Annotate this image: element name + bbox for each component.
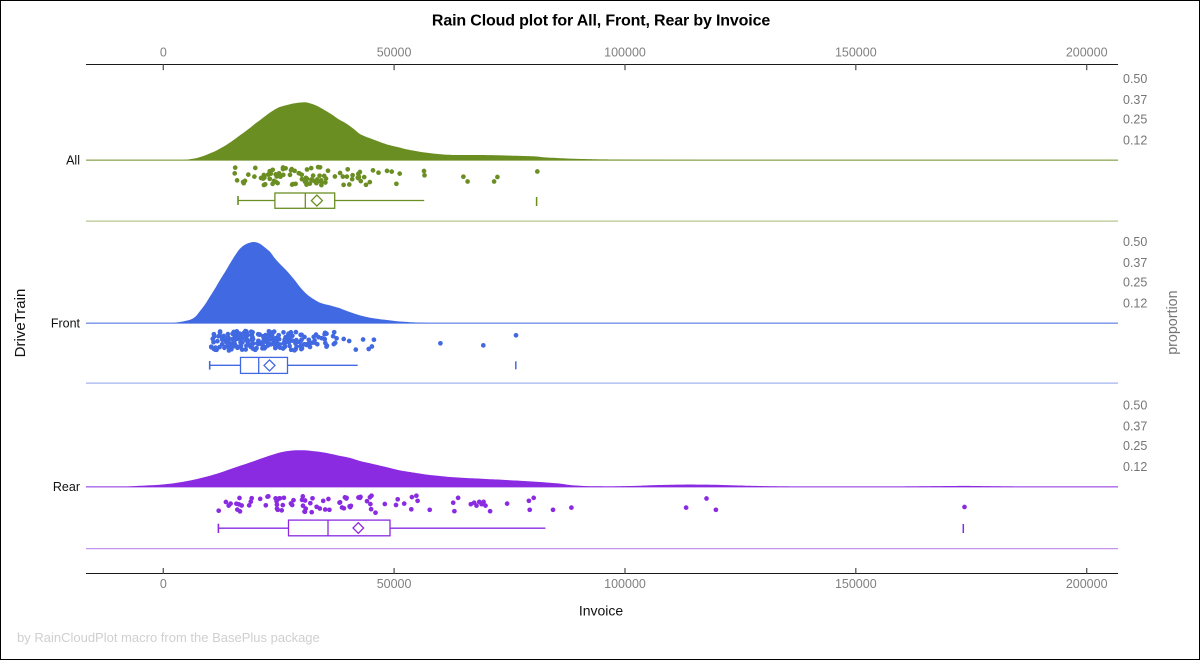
svg-text:50000: 50000 [377, 46, 412, 60]
svg-text:0.50: 0.50 [1123, 72, 1147, 86]
svg-text:0: 0 [160, 577, 167, 591]
svg-text:0.50: 0.50 [1123, 235, 1147, 249]
svg-text:0.50: 0.50 [1123, 398, 1147, 412]
svg-text:0.12: 0.12 [1123, 460, 1147, 474]
svg-text:200000: 200000 [1066, 46, 1108, 60]
svg-text:100000: 100000 [604, 46, 646, 60]
svg-text:0.25: 0.25 [1123, 113, 1147, 127]
svg-text:Rear: Rear [53, 480, 80, 494]
svg-text:50000: 50000 [377, 577, 412, 591]
svg-text:All: All [66, 153, 80, 167]
svg-text:0.25: 0.25 [1123, 439, 1147, 453]
svg-text:150000: 150000 [835, 577, 877, 591]
svg-text:100000: 100000 [604, 577, 646, 591]
svg-text:0.25: 0.25 [1123, 276, 1147, 290]
svg-text:Invoice: Invoice [579, 603, 624, 619]
svg-text:by RainCloudPlot macro from th: by RainCloudPlot macro from the BasePlus… [17, 630, 320, 645]
svg-text:0.37: 0.37 [1123, 256, 1147, 270]
svg-text:DriveTrain: DriveTrain [12, 289, 29, 358]
svg-text:150000: 150000 [835, 46, 877, 60]
svg-text:0: 0 [160, 46, 167, 60]
svg-text:0.12: 0.12 [1123, 297, 1147, 311]
svg-text:Front: Front [51, 316, 81, 330]
svg-text:0.12: 0.12 [1123, 134, 1147, 148]
svg-text:0.37: 0.37 [1123, 93, 1147, 107]
svg-text:0.37: 0.37 [1123, 420, 1147, 434]
svg-text:Rain Cloud plot for All, Front: Rain Cloud plot for All, Front, Rear by … [432, 13, 770, 30]
svg-text:200000: 200000 [1066, 577, 1108, 591]
svg-text:proportion: proportion [1165, 290, 1181, 354]
